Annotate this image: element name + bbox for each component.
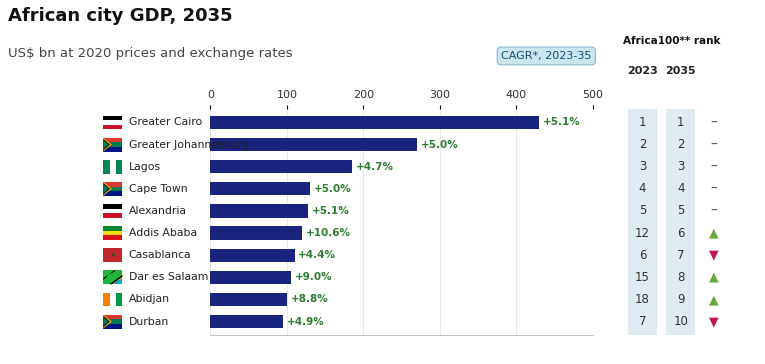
Text: 9: 9 [677, 293, 685, 306]
Text: +4.7%: +4.7% [356, 162, 394, 172]
Bar [210, 249, 295, 262]
Text: –: – [711, 115, 717, 130]
Text: Cape Town: Cape Town [129, 184, 187, 194]
Text: 1: 1 [639, 116, 646, 129]
Text: Greater Cairo: Greater Cairo [129, 118, 202, 127]
Bar [210, 315, 283, 328]
Text: 2: 2 [639, 138, 646, 151]
Text: Dar es Salaam: Dar es Salaam [129, 272, 208, 282]
Text: +5.0%: +5.0% [314, 184, 351, 194]
Text: 15: 15 [635, 271, 650, 284]
Bar [210, 226, 302, 240]
Text: ▼: ▼ [709, 315, 718, 328]
Text: +9.0%: +9.0% [295, 272, 332, 282]
Bar [210, 204, 308, 218]
Text: 8: 8 [677, 271, 685, 284]
Text: 6: 6 [639, 249, 646, 262]
Text: ▲: ▲ [709, 293, 718, 306]
Text: 2023: 2023 [627, 66, 658, 75]
Bar [210, 116, 539, 129]
Bar [210, 293, 287, 306]
Text: +4.9%: +4.9% [287, 317, 324, 327]
Text: 5: 5 [677, 205, 685, 217]
Text: Casablanca: Casablanca [129, 250, 191, 260]
Text: 6: 6 [677, 227, 685, 240]
Bar [210, 160, 352, 173]
Text: +5.0%: +5.0% [421, 140, 458, 150]
Text: –: – [711, 138, 717, 151]
Text: ▼: ▼ [709, 249, 718, 262]
Text: 2035: 2035 [666, 66, 696, 75]
Text: Addis Ababa: Addis Ababa [129, 228, 197, 238]
Text: 1: 1 [677, 116, 685, 129]
Bar [210, 182, 310, 195]
Text: US$ bn at 2020 prices and exchange rates: US$ bn at 2020 prices and exchange rates [8, 47, 292, 60]
Text: +10.6%: +10.6% [306, 228, 351, 238]
Text: CAGR*, 2023-35: CAGR*, 2023-35 [501, 51, 591, 61]
Text: 18: 18 [635, 293, 650, 306]
Text: Africa100** rank: Africa100** rank [623, 36, 721, 46]
Text: 3: 3 [639, 160, 646, 173]
Bar [210, 138, 417, 151]
Text: 5: 5 [639, 205, 646, 217]
Text: 7: 7 [639, 315, 646, 328]
Text: 3: 3 [677, 160, 685, 173]
Text: 4: 4 [639, 182, 646, 195]
Text: +5.1%: +5.1% [543, 118, 581, 127]
Text: +5.1%: +5.1% [312, 206, 350, 216]
Text: 10: 10 [673, 315, 689, 328]
Text: African city GDP, 2035: African city GDP, 2035 [8, 7, 233, 25]
Text: –: – [711, 182, 717, 196]
Text: Alexandria: Alexandria [129, 206, 187, 216]
Text: ✦: ✦ [110, 253, 116, 258]
Text: Abidjan: Abidjan [129, 294, 170, 304]
Text: 7: 7 [677, 249, 685, 262]
Text: 12: 12 [635, 227, 650, 240]
Text: ▲: ▲ [709, 227, 718, 240]
Text: +8.8%: +8.8% [291, 294, 328, 304]
Bar [210, 271, 291, 284]
Text: 2: 2 [677, 138, 685, 151]
Text: Lagos: Lagos [129, 162, 161, 172]
Text: –: – [711, 204, 717, 218]
Text: ▲: ▲ [709, 271, 718, 284]
Text: +4.4%: +4.4% [298, 250, 337, 260]
Text: Greater Johannesburg: Greater Johannesburg [129, 140, 249, 150]
Text: 4: 4 [677, 182, 685, 195]
Text: Durban: Durban [129, 317, 169, 327]
Text: –: – [711, 160, 717, 174]
